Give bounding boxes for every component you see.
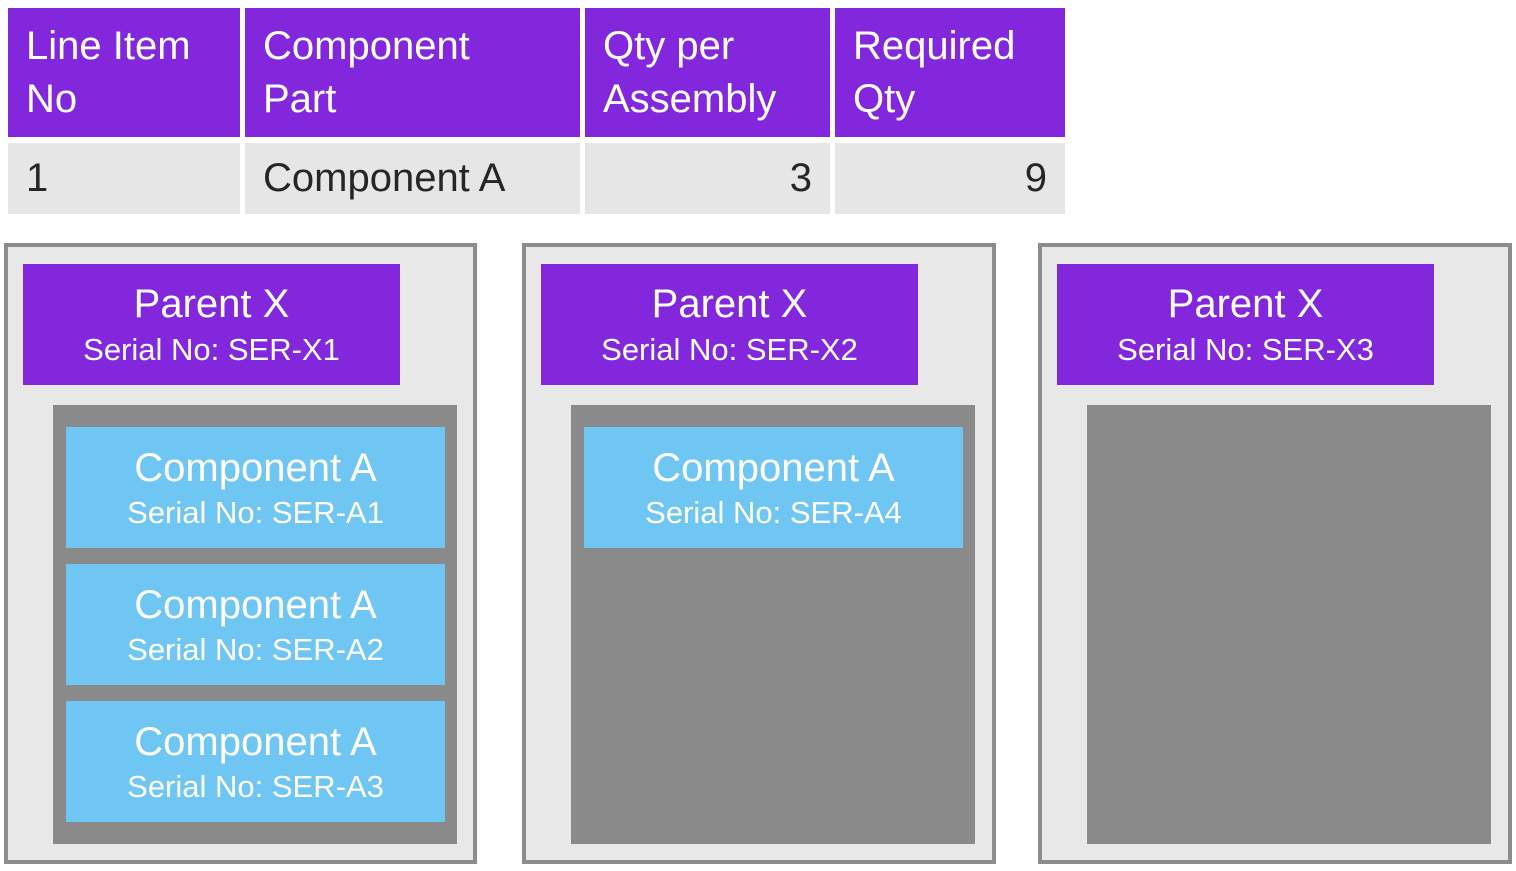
component-name: Component A — [134, 445, 377, 490]
parent-title: Parent X — [133, 282, 290, 326]
component-box: Component A Serial No: SER-A3 — [66, 701, 445, 822]
cell-qty-per-assembly: 3 — [585, 143, 830, 214]
component-name: Component A — [134, 719, 377, 764]
parent-title: Parent X — [1167, 282, 1324, 326]
parent-serial: Serial No: SER-X3 — [1117, 332, 1374, 367]
col-header-label: Component Part — [263, 23, 470, 121]
parent-panel-2: Parent X Serial No: SER-X2 Component A S… — [522, 243, 996, 864]
cell-required-qty: 9 — [835, 143, 1065, 214]
component-serial: Serial No: SER-A2 — [127, 631, 384, 667]
component-container-3 — [1087, 405, 1491, 844]
parent-header-2: Parent X Serial No: SER-X2 — [541, 264, 918, 385]
parent-serial: Serial No: SER-X1 — [83, 332, 340, 367]
parent-header-1: Parent X Serial No: SER-X1 — [23, 264, 400, 385]
col-header-required-qty: Required Qty — [835, 8, 1065, 137]
component-container-2: Component A Serial No: SER-A4 — [571, 405, 975, 844]
col-header-label: Required Qty — [853, 23, 1016, 121]
component-container-1: Component A Serial No: SER-A1 Component … — [53, 405, 457, 844]
parent-header-3: Parent X Serial No: SER-X3 — [1057, 264, 1434, 385]
col-header-line-item-no: Line Item No — [8, 8, 240, 137]
component-name: Component A — [134, 582, 377, 627]
component-box: Component A Serial No: SER-A2 — [66, 564, 445, 685]
component-serial: Serial No: SER-A3 — [127, 768, 384, 804]
component-name: Component A — [652, 445, 895, 490]
component-serial: Serial No: SER-A4 — [645, 494, 902, 530]
parent-serial: Serial No: SER-X2 — [601, 332, 858, 367]
col-header-qty-per-assembly: Qty per Assembly — [585, 8, 830, 137]
bom-table: Line Item No Component Part Qty per Asse… — [8, 8, 1065, 214]
col-header-label: Qty per Assembly — [603, 23, 777, 121]
parent-panel-1: Parent X Serial No: SER-X1 Component A S… — [4, 243, 477, 864]
col-header-label: Line Item No — [26, 23, 191, 121]
component-box: Component A Serial No: SER-A1 — [66, 427, 445, 548]
component-serial: Serial No: SER-A1 — [127, 494, 384, 530]
col-header-component-part: Component Part — [245, 8, 580, 137]
parent-panel-3: Parent X Serial No: SER-X3 — [1038, 243, 1512, 864]
cell-component-part: Component A — [245, 143, 580, 214]
component-box: Component A Serial No: SER-A4 — [584, 427, 963, 548]
cell-line-item-no: 1 — [8, 143, 240, 214]
parent-title: Parent X — [651, 282, 808, 326]
